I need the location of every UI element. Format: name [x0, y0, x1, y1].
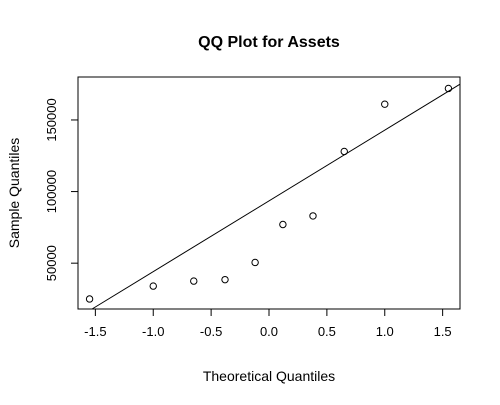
data-point	[309, 212, 317, 220]
x-tick-label: 0.0	[260, 324, 278, 339]
y-tick-label: 150000	[44, 98, 59, 141]
x-tick-label: 0.5	[318, 324, 336, 339]
reference-line	[91, 83, 461, 310]
data-point	[221, 275, 229, 284]
x-tick-label: -0.5	[200, 324, 222, 339]
chart-title: QQ Plot for Assets	[198, 34, 340, 51]
data-point	[381, 100, 389, 108]
y-axis: 50000 100000 150000	[44, 98, 78, 281]
data-point	[279, 220, 287, 229]
data-points	[85, 84, 453, 303]
x-tick-label: -1.0	[142, 324, 164, 339]
data-point	[251, 258, 259, 267]
x-tick-label: -1.5	[84, 324, 106, 339]
x-axis: -1.5 -1.0 -0.5 0.0 0.5 1.0 1.5	[84, 309, 452, 339]
x-axis-label: Theoretical Quantiles	[203, 368, 335, 384]
plot-frame	[77, 76, 461, 310]
y-tick-label: 100000	[44, 170, 59, 213]
y-axis-label: Sample Quantiles	[6, 138, 22, 249]
x-tick-label: 1.0	[376, 324, 394, 339]
data-point	[340, 147, 348, 156]
data-point	[190, 277, 198, 285]
data-point	[85, 295, 94, 303]
y-tick-label: 50000	[44, 245, 59, 281]
data-point	[444, 84, 453, 93]
data-point	[149, 282, 157, 290]
x-tick-label: 1.5	[434, 324, 452, 339]
